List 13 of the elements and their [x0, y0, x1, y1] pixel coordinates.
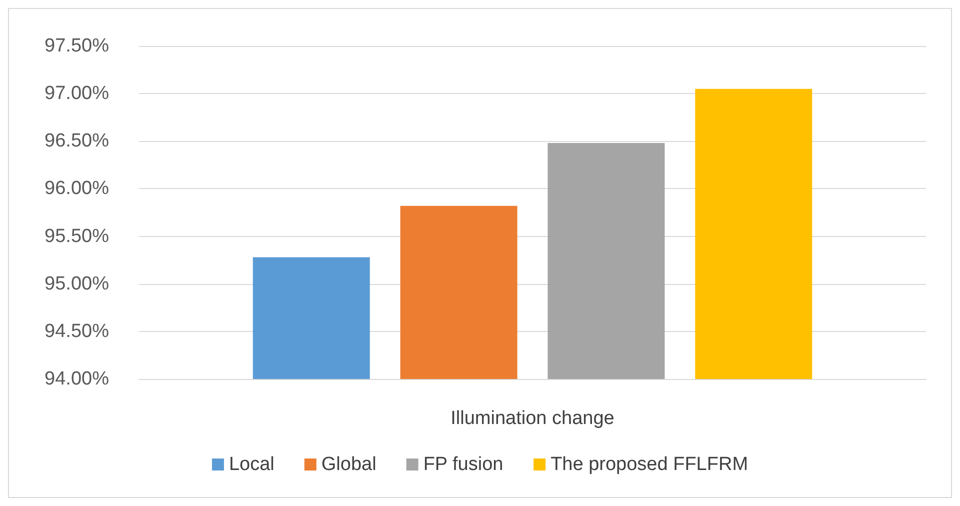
y-tick-label: 94.50%: [44, 320, 110, 342]
legend-label: Global: [321, 454, 376, 475]
y-tick-label: 97.50%: [44, 36, 110, 56]
y-tick-label: 95.00%: [44, 273, 110, 294]
legend-label: Local: [228, 454, 274, 475]
x-axis-title: Illumination change: [450, 408, 614, 429]
y-tick-label: 96.00%: [44, 178, 110, 200]
y-tick-label: 95.50%: [44, 226, 110, 247]
y-tick-label: 96.50%: [44, 130, 110, 152]
legend-label: FP fusion: [423, 454, 504, 475]
legend-label: The proposed FFLFRM: [550, 454, 748, 475]
y-tick-label: 94.00%: [44, 368, 110, 390]
y-tick-label: 97.00%: [44, 83, 110, 104]
